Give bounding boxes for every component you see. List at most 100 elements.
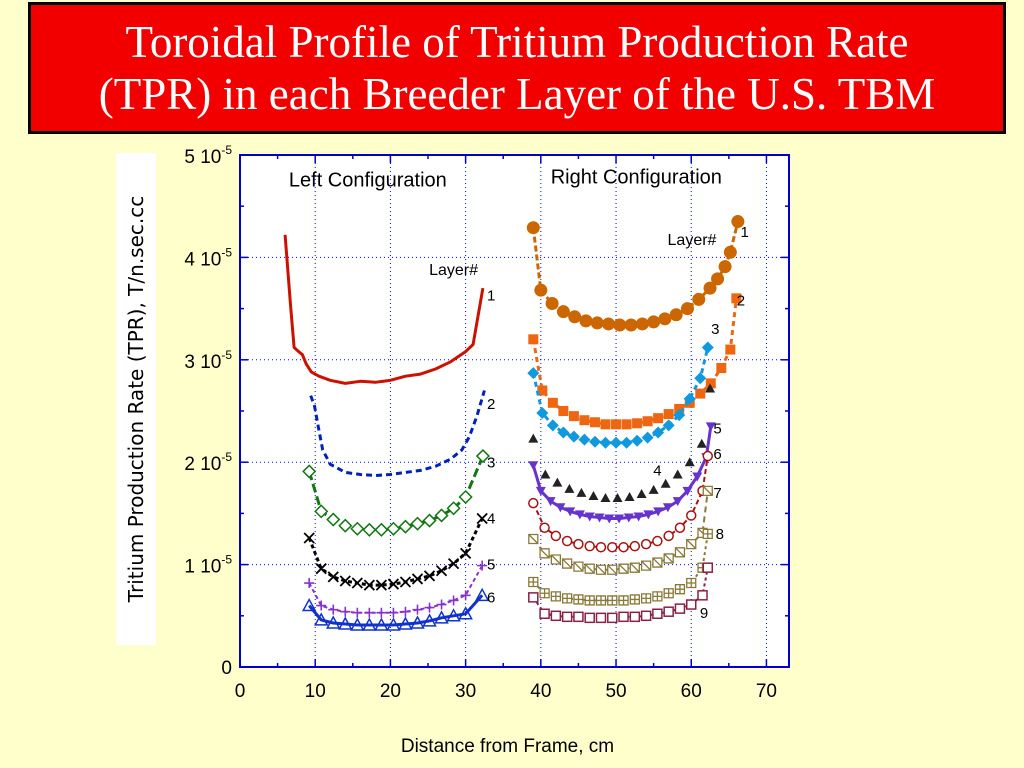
data-point xyxy=(350,521,365,536)
data-point xyxy=(388,607,399,618)
data-point xyxy=(653,507,664,517)
data-point xyxy=(573,611,584,623)
data-point xyxy=(552,477,563,487)
data-point xyxy=(476,512,488,525)
data-point xyxy=(412,604,423,615)
data-point xyxy=(672,469,683,479)
data-point xyxy=(364,607,375,618)
data-point xyxy=(716,362,727,373)
data-point xyxy=(545,296,559,310)
data-point xyxy=(641,431,654,444)
data-point xyxy=(550,554,562,565)
data-point xyxy=(685,599,697,610)
data-point xyxy=(674,584,686,595)
data-point xyxy=(327,571,339,583)
data-point xyxy=(600,419,611,430)
data-point xyxy=(386,521,401,536)
data-point xyxy=(304,578,315,589)
annotation-right-layer-label: Layer# xyxy=(668,232,717,249)
series xyxy=(527,341,714,449)
data-point xyxy=(618,611,629,623)
data-point xyxy=(534,283,548,297)
annotation-left-config: Left Configuration xyxy=(289,170,447,192)
plot-area xyxy=(240,155,789,667)
data-point xyxy=(351,577,363,589)
annotation-right-config: Right Configuration xyxy=(551,167,722,189)
data-point xyxy=(411,573,424,585)
data-point xyxy=(434,508,449,523)
series xyxy=(528,562,714,624)
data-point xyxy=(325,615,341,629)
data-point xyxy=(527,367,540,380)
data-point xyxy=(561,535,573,547)
data-point xyxy=(340,606,351,617)
data-point xyxy=(663,553,674,564)
data-point xyxy=(652,591,663,602)
data-point xyxy=(446,501,461,516)
annotation-R4: 4 xyxy=(653,463,661,480)
data-point xyxy=(561,558,573,569)
data-point xyxy=(302,464,317,479)
series-line xyxy=(309,390,486,477)
annotation-L6: 6 xyxy=(487,589,495,606)
data-point xyxy=(362,522,377,537)
data-point xyxy=(568,411,579,422)
y-tick-label: 1 10-5 xyxy=(184,553,232,578)
data-point xyxy=(573,561,584,572)
data-point xyxy=(301,597,317,612)
data-point xyxy=(697,590,708,601)
data-point xyxy=(632,418,643,429)
data-point xyxy=(683,392,696,405)
data-point xyxy=(475,448,490,464)
data-point xyxy=(528,592,539,603)
data-point xyxy=(702,528,713,540)
data-point xyxy=(695,388,706,399)
series xyxy=(302,448,490,537)
data-point xyxy=(550,610,562,622)
data-point xyxy=(660,478,671,488)
data-point xyxy=(643,510,654,520)
annotation-L5: 5 xyxy=(487,557,495,574)
data-point xyxy=(686,577,697,589)
data-point xyxy=(387,578,400,590)
data-point xyxy=(398,616,413,630)
y-tick-label: 4 10-5 xyxy=(184,245,232,270)
title-line-2: (TPR) in each Breeder Layer of the U.S. … xyxy=(98,69,936,119)
y-tick-label: 3 10-5 xyxy=(184,348,232,373)
data-point xyxy=(636,488,647,498)
data-point xyxy=(686,538,697,550)
data-point xyxy=(614,514,625,524)
data-point xyxy=(422,513,437,528)
annotation-R6: 6 xyxy=(713,446,721,463)
data-point xyxy=(662,503,673,513)
data-point xyxy=(446,608,461,622)
data-point xyxy=(607,595,618,606)
annotation-L1: 1 xyxy=(487,287,495,304)
data-point xyxy=(584,563,595,574)
data-point xyxy=(673,409,686,422)
data-point xyxy=(539,588,550,599)
data-point xyxy=(682,486,693,496)
data-point xyxy=(436,599,447,610)
data-point xyxy=(424,602,435,613)
data-point xyxy=(604,514,615,524)
data-point xyxy=(595,564,607,575)
data-point xyxy=(328,604,339,615)
data-point xyxy=(653,413,664,424)
data-point xyxy=(600,493,611,503)
data-point xyxy=(702,485,713,497)
data-point xyxy=(550,591,562,602)
data-point xyxy=(692,472,703,482)
annotation-left-layer-label: Layer# xyxy=(429,262,478,279)
series xyxy=(304,560,488,618)
data-point xyxy=(635,317,649,331)
annotation-L2: 2 xyxy=(487,396,495,413)
data-point xyxy=(314,504,329,519)
x-axis-label: Distance from Frame, cm xyxy=(401,736,614,757)
data-point xyxy=(629,594,640,605)
data-point xyxy=(642,416,653,427)
series xyxy=(309,390,486,477)
data-point xyxy=(640,538,652,550)
data-point xyxy=(528,334,539,345)
data-point xyxy=(725,344,736,355)
